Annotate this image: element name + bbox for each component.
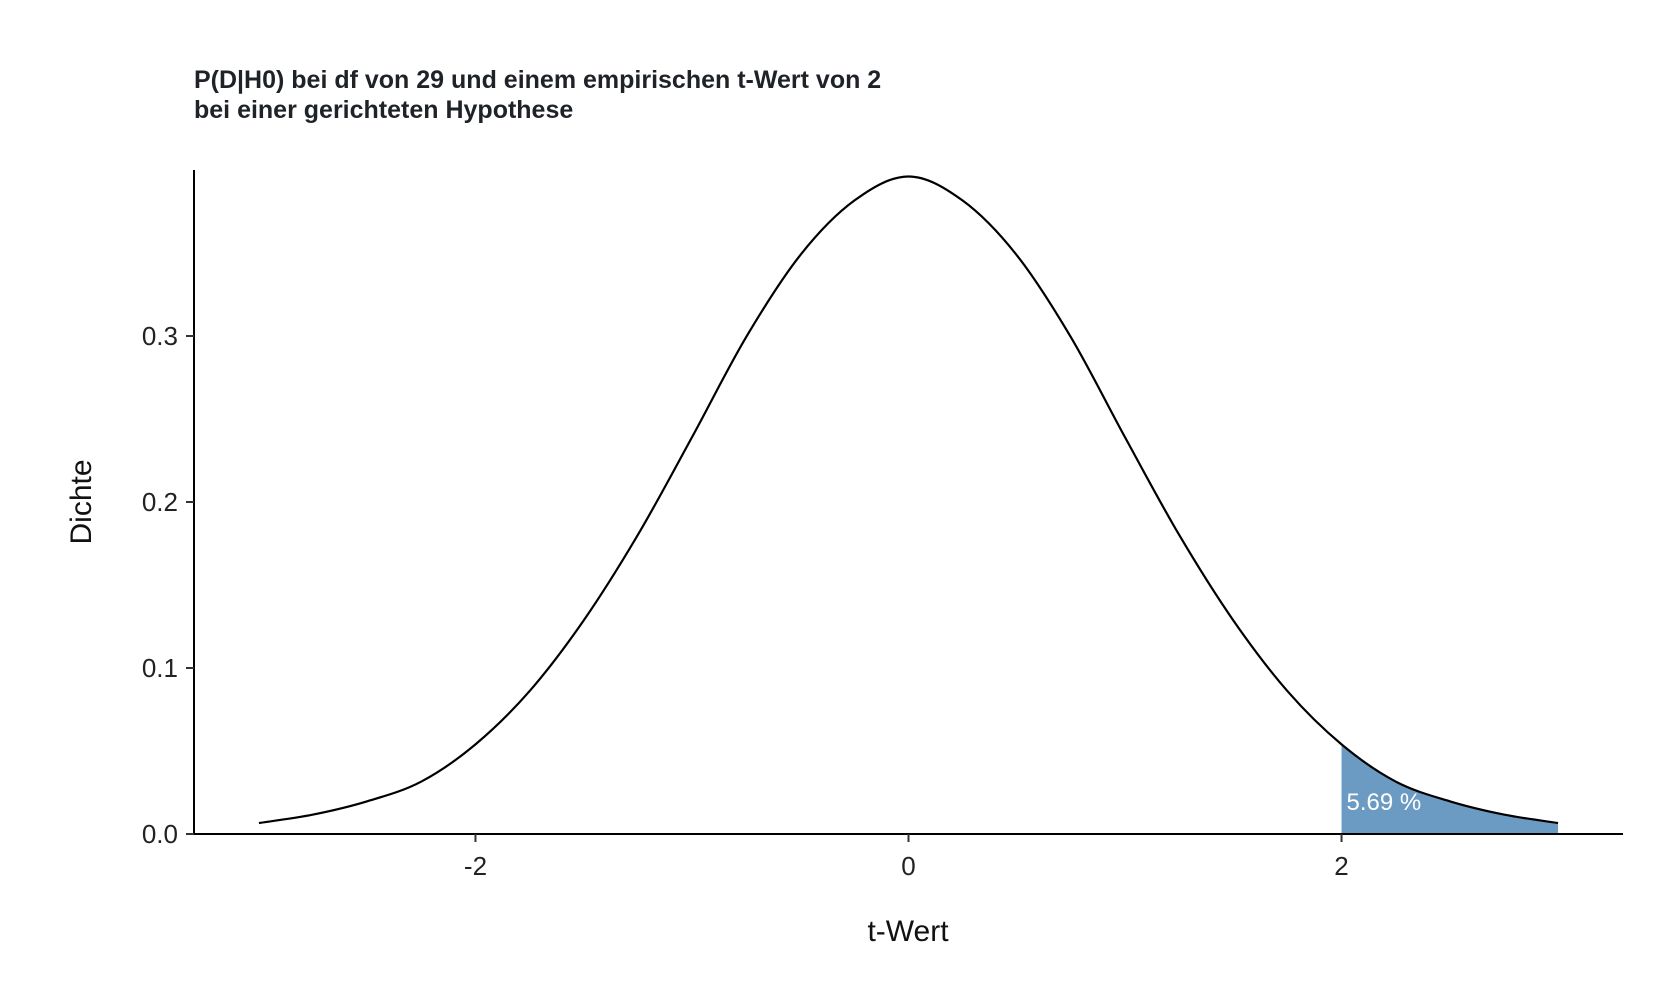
y-tick-label: 0.3 <box>142 321 178 351</box>
shaded-tail-area <box>1341 744 1559 834</box>
x-tick-label: -2 <box>464 851 487 881</box>
density-curve <box>258 175 1559 825</box>
y-axis-title: Dichte <box>65 459 98 544</box>
chart-subtitle: bei einer gerichteten Hypothese <box>194 96 573 124</box>
x-axis-ticks: -2 0 2 <box>464 834 1349 881</box>
x-tick-label: 2 <box>1334 851 1348 881</box>
chart-title: P(D|H0) bei df von 29 und einem empirisc… <box>194 66 881 94</box>
y-axis-ticks: 0.0 0.1 0.2 0.3 <box>142 321 194 849</box>
shaded-area-percent-label: 5.69 % <box>1347 789 1422 816</box>
x-tick-label: 0 <box>901 851 915 881</box>
y-tick-label: 0.0 <box>142 819 178 849</box>
y-tick-label: 0.1 <box>142 653 178 683</box>
y-tick-label: 0.2 <box>142 487 178 517</box>
x-axis-title: t-Wert <box>867 915 949 948</box>
